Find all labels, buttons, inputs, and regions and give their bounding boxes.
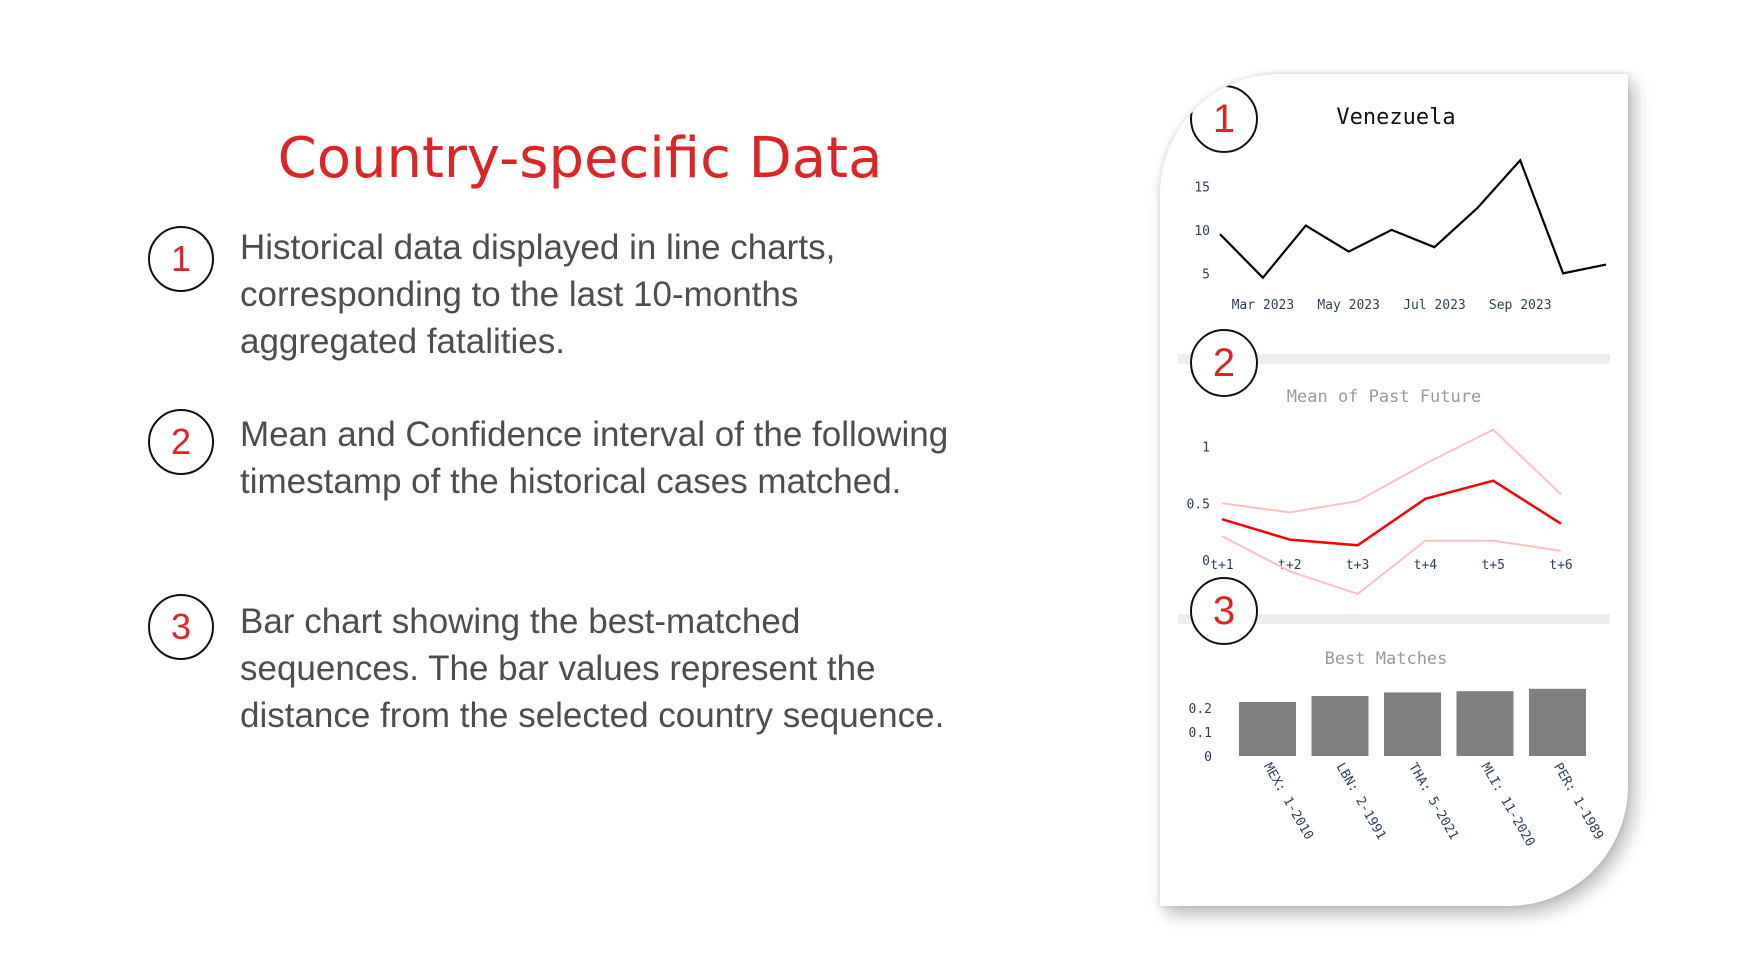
chart3-title: Best Matches	[1325, 649, 1448, 669]
section-divider-1	[1178, 354, 1610, 364]
chart2-xtick-3: t+4	[1414, 558, 1438, 573]
dashboard-panel: Venezuela 5 10 15 Mar 2023 May 2023 Jul 2023…	[1160, 74, 1628, 906]
number-badge-3: 3	[148, 594, 214, 660]
chart3-bar-0	[1239, 702, 1296, 756]
chart3-bar-2	[1384, 692, 1441, 756]
chart1-ytick-0: 5	[1202, 267, 1210, 282]
chart2-xtick-0: t+1	[1210, 558, 1233, 573]
section-divider-2	[1178, 614, 1610, 624]
chart2-ytick-1: 0.5	[1187, 497, 1210, 512]
chart1-ytick-2: 15	[1194, 180, 1210, 195]
chart1-xtick-3: Sep 2023	[1489, 298, 1552, 313]
chart2-ytick-0: 0	[1202, 554, 1210, 569]
chart3-ytick-0: 0	[1204, 750, 1212, 765]
chart3-xtick-0: MEX: 1-2010	[1260, 761, 1316, 843]
number-badge-1: 1	[148, 226, 214, 292]
chart3-xtick-2: THA: 5-2021	[1405, 761, 1461, 843]
feature-description-1: Historical data displayed in line charts…	[240, 228, 836, 361]
chart3-ytick-1: 0.1	[1189, 726, 1212, 741]
chart2-mean-line	[1221, 479, 1562, 547]
chart2-xtick-2: t+3	[1346, 558, 1369, 573]
chart1-xtick-1: May 2023	[1317, 298, 1380, 313]
chart1-series-line	[1219, 158, 1607, 280]
chart2-upper-ci-line	[1221, 428, 1562, 514]
chart1-xtick-2: Jul 2023	[1403, 298, 1466, 313]
chart2-title: Mean of Past Future	[1287, 387, 1481, 407]
chart2-ytick-2: 1	[1202, 441, 1210, 456]
chart2-xtick-4: t+5	[1481, 558, 1504, 573]
best-matches-chart-card: Best Matches 0 0.1 0.2 MEX: 1-2010 LBN: 2-1…	[1178, 624, 1610, 906]
chart2-xtick-5: t+6	[1549, 558, 1572, 573]
chart1-title: Venezuela	[1336, 105, 1455, 130]
chart3-xtick-4: PER: 1-1989	[1550, 761, 1606, 843]
chart-badge-3: 3	[1190, 577, 1258, 645]
chart-badge-1: 1	[1190, 85, 1258, 153]
chart3-xtick-1: LBN: 2-1991	[1333, 761, 1389, 843]
chart3-xtick-3: MLI: 11-2020	[1478, 761, 1538, 850]
number-badge-2: 2	[148, 409, 214, 475]
chart1-xtick-0: Mar 2023	[1232, 298, 1295, 313]
feature-description-2: Mean and Confidence interval of the foll…	[240, 415, 949, 501]
slide-title: Country-specific Data	[277, 126, 883, 191]
chart3-bar-4	[1529, 688, 1586, 756]
chart3-bar-1	[1311, 696, 1369, 756]
country-history-chart: Venezuela 5 10 15 Mar 2023 May 2023 Jul 2023…	[1194, 105, 1607, 313]
future-mean-chart: Mean of Past Future 00.51 t+1 t+2 t+3 t+4 t+…	[1187, 387, 1573, 596]
best-matches-chart: Best Matches 0 0.1 0.2 MEX: 1-2010 LBN: 2-1…	[1189, 649, 1607, 850]
chart3-bar-3	[1456, 691, 1514, 756]
chart1-ytick-1: 10	[1194, 224, 1210, 239]
chart-badge-2: 2	[1190, 329, 1258, 397]
chart3-ytick-2: 0.2	[1189, 702, 1212, 717]
feature-description-3: Bar chart showing the best-matched seque…	[240, 602, 945, 735]
future-mean-chart-card: Mean of Past Future 0 0.5 1 t+1 t+2 t+3 t+4 t+…	[1178, 364, 1610, 614]
chart2-lower-ci-line	[1221, 535, 1562, 596]
